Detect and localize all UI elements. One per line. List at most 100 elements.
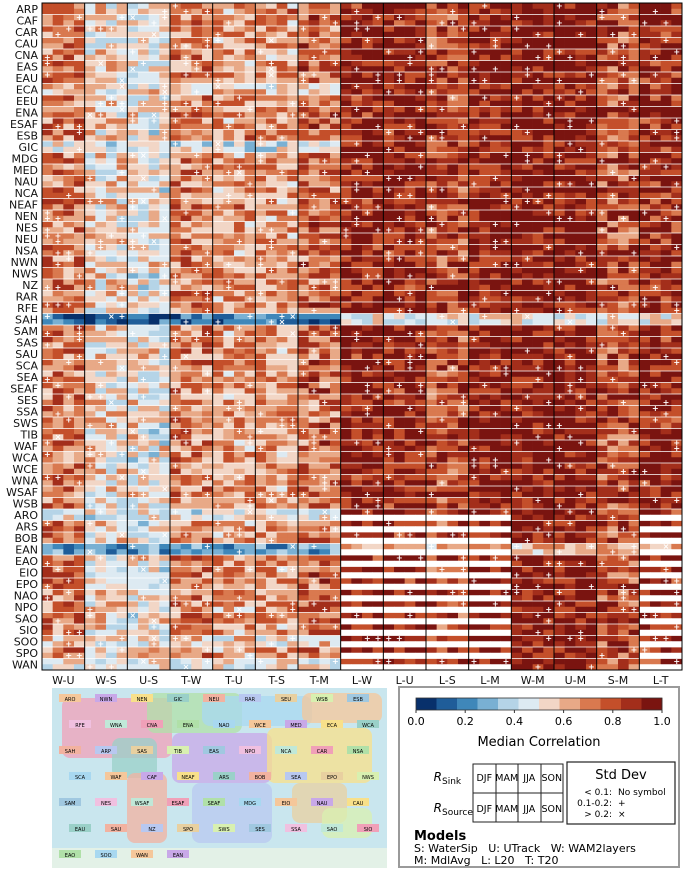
heatmap-cell (170, 221, 181, 228)
heatmap-cell (298, 72, 309, 79)
heatmap-cell (63, 227, 75, 234)
heatmap-cell (447, 210, 459, 217)
heatmap-cell (436, 146, 448, 153)
heatmap-cell (671, 60, 683, 67)
heatmap-cell (511, 3, 523, 10)
heatmap-cell (404, 89, 416, 96)
heatmap-cell (436, 43, 448, 50)
heatmap-cell (276, 388, 288, 395)
heatmap-cell (212, 14, 224, 21)
heatmap-cell (180, 54, 192, 61)
std-mark: + (65, 254, 72, 263)
heatmap-cell (287, 382, 299, 389)
std-mark: + (97, 111, 104, 120)
heatmap-cell (628, 198, 640, 205)
heatmap-cell (511, 221, 523, 228)
heatmap-cell (276, 238, 288, 245)
heatmap-cell (532, 353, 544, 360)
heatmap-cell (586, 152, 597, 159)
heatmap-cell (202, 325, 213, 332)
heatmap-cell (330, 342, 341, 349)
heatmap-cell (404, 342, 416, 349)
heatmap-cell (543, 336, 555, 343)
heatmap-cell (42, 238, 53, 245)
heatmap-cell (394, 336, 405, 343)
std-mark: + (385, 421, 392, 430)
heatmap-cell (159, 307, 171, 314)
std-mark: + (471, 65, 478, 74)
heatmap-cell (319, 325, 331, 332)
std-mark: + (545, 99, 552, 108)
heatmap-cell (52, 14, 64, 21)
std-mark: + (556, 180, 563, 189)
heatmap-cell (596, 359, 608, 366)
heatmap-cell (308, 233, 320, 240)
heatmap-cell (287, 210, 299, 217)
heatmap-cell (223, 227, 235, 234)
heatmap-cell (383, 37, 395, 44)
heatmap-cell (266, 66, 277, 73)
heatmap-cell (170, 417, 181, 424)
heatmap-cell (170, 72, 181, 79)
heatmap-cell (340, 37, 352, 44)
heatmap-cell (180, 8, 192, 15)
heatmap-cell (202, 118, 213, 125)
heatmap-cell (426, 273, 437, 280)
heatmap-cell (628, 175, 640, 182)
heatmap-cell (308, 250, 320, 257)
heatmap-cell (319, 118, 331, 125)
heatmap-cell (308, 112, 320, 119)
std-mark: + (311, 70, 318, 79)
heatmap-cell (511, 26, 523, 33)
heatmap-cell (650, 26, 661, 33)
heatmap-cell (639, 348, 651, 355)
heatmap-cell (95, 3, 107, 10)
heatmap-cell (287, 100, 299, 107)
heatmap-cell (383, 198, 395, 205)
heatmap-cell (426, 256, 437, 263)
heatmap-cell (479, 221, 491, 228)
heatmap-cell (490, 302, 501, 309)
heatmap-cell (234, 215, 245, 222)
heatmap-cell (255, 3, 267, 10)
std-mark: + (129, 47, 136, 56)
heatmap-cell (127, 279, 139, 286)
heatmap-cell (575, 325, 587, 332)
heatmap-cell (575, 129, 587, 136)
heatmap-cell (575, 175, 587, 182)
heatmap-cell (458, 37, 469, 44)
heatmap-cell (319, 210, 331, 217)
std-mark: × (268, 36, 275, 45)
heatmap-cell (490, 169, 501, 176)
heatmap-cell (42, 77, 53, 84)
heatmap-cell (276, 152, 288, 159)
heatmap-cell (618, 129, 629, 136)
heatmap-cell (522, 399, 533, 406)
heatmap-cell (148, 112, 160, 119)
heatmap-cell (500, 118, 512, 125)
heatmap-cell (607, 261, 619, 268)
heatmap-cell (586, 141, 597, 148)
heatmap-cell (639, 158, 651, 165)
heatmap-cell (170, 279, 181, 286)
heatmap-cell (468, 210, 480, 217)
heatmap-cell (362, 290, 373, 297)
heatmap-cell (650, 405, 661, 412)
heatmap-cell (639, 376, 651, 383)
heatmap-cell (52, 376, 64, 383)
heatmap-cell (596, 187, 608, 194)
heatmap-cell (383, 394, 395, 401)
heatmap-cell (191, 359, 203, 366)
heatmap-cell (202, 256, 213, 263)
heatmap-cell (63, 256, 75, 263)
heatmap-cell (298, 233, 309, 240)
std-mark: + (375, 13, 382, 22)
heatmap-cell (351, 43, 363, 50)
heatmap-cell (618, 336, 629, 343)
heatmap-cell (42, 227, 53, 234)
heatmap-cell (330, 43, 341, 50)
heatmap-cell (607, 43, 619, 50)
heatmap-cell (191, 336, 203, 343)
heatmap-cell (426, 215, 437, 222)
heatmap-cell (426, 26, 437, 33)
